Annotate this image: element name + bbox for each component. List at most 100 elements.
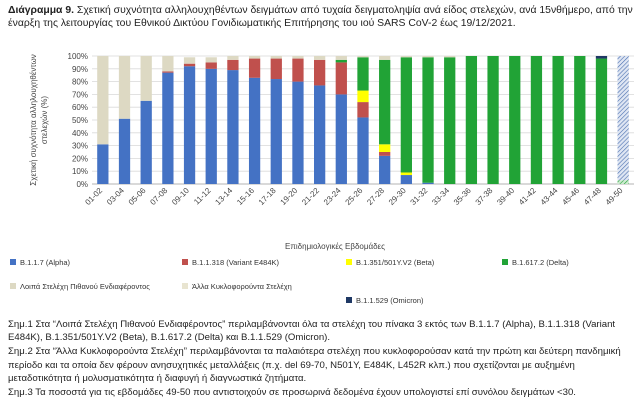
figure-number: Διάγραμμα 9. [8,5,74,16]
x-tick-label: 33-34 [430,186,451,207]
bar-segment [400,57,412,173]
legend-item: Άλλα Κυκλοφορούντα Στελέχη [182,282,292,291]
bar-segment [97,56,109,145]
legend-item: B.1.617.2 (Delta) [502,258,569,267]
x-tick-label: 03-04 [105,186,126,207]
bar-segment [552,56,564,184]
bar-segment [270,79,282,184]
bar-segment [400,175,412,184]
bar-segment [335,94,347,184]
x-tick-label: 21-22 [300,186,321,207]
figure-title: Διάγραμμα 9. Σχετική συχνότητα αλληλουχη… [8,4,636,30]
x-tick-label: 05-06 [127,186,148,207]
bar-segment [118,118,131,184]
legend-item: B.1.351/501Y.V2 (Beta) [346,258,434,267]
bar-segment [205,68,217,184]
bar-segment [270,56,282,59]
bar-segment [574,56,586,184]
legend-label: Άλλα Κυκλοφορούντα Στελέχη [192,282,292,291]
x-tick-label: 23-24 [322,186,343,207]
x-tick-label: 07-08 [148,186,169,207]
bar-segment [118,56,131,119]
legend-label: Λοιπά Στελέχη Πιθανού Ενδιαφέροντος [20,282,150,291]
legend-label: B.1.351/501Y.V2 (Beta) [356,258,435,267]
bar-segment [292,56,304,59]
x-tick-label: 49-50 [604,186,625,207]
bar-segment [595,56,608,59]
legend-item: B.1.1.318 (Variant E484K) [182,258,279,267]
bar-segment [314,59,326,86]
bar-segment [140,56,152,101]
x-tick-label: 17-18 [257,186,278,207]
y-tick-label: 50% [72,116,88,125]
bar-segment [595,58,608,185]
footnotes: Σημ.1 Στα “Λοιπά Στελέχη Πιθανού Ενδιαφέ… [8,318,638,400]
footnote-2: Σημ.2 Στα “Άλλα Κυκλοφορούντα Στελέχη” π… [8,346,621,385]
bar-segment [400,172,412,176]
bar-segment [357,102,369,118]
legend-item: B.1.1.7 (Alpha) [10,258,70,267]
y-tick-label: 90% [72,65,88,74]
legend-label: B.1.1.7 (Alpha) [20,258,71,267]
bar-segment [227,70,239,184]
y-tick-label: 40% [72,129,88,138]
bar-segment [205,62,217,69]
legend-label: B.1.1.318 (Variant E484K) [192,258,279,267]
x-tick-label: 41-42 [517,186,538,207]
bar-segment [509,56,521,184]
legend-label: B.1.617.2 (Delta) [512,258,569,267]
legend-label: B.1.1.529 (Omicron) [356,296,424,305]
legend-swatch [10,283,16,290]
footnote-3: Σημ.3 Τα ποσοστά για τις εβδομάδες 49-50… [8,387,576,399]
bar-segment [357,117,369,184]
bar-segment [162,72,174,184]
bar-segment [248,56,261,59]
x-tick-label: 11-12 [192,186,213,207]
bar-segment [183,63,196,67]
x-tick-label: 39-40 [495,186,516,207]
y-tick-label: 0% [76,180,88,189]
legend-swatch [346,297,352,304]
bar-segment [335,62,347,95]
y-axis-label: Σχετική συχνότητα αλληλουχηθέντων στελεχώ… [29,54,49,185]
bar-segment [335,59,347,63]
bar-segment [227,59,239,71]
bar-segment [422,57,434,183]
bar-segment [314,56,326,60]
x-tick-label: 25-26 [344,186,365,207]
y-tick-label: 100% [68,52,88,61]
bar-segment [379,152,391,156]
y-tick-label: 60% [72,103,88,112]
y-tick-label: 30% [72,142,88,151]
bar-segment [465,56,478,184]
x-tick-label: 19-20 [279,186,300,207]
bar-segment [248,58,261,78]
y-tick-label: 10% [72,167,88,176]
legend-swatch [502,259,508,266]
y-tick-label: 70% [72,90,88,99]
bar-segment [379,144,391,152]
legend-swatch [182,283,188,290]
x-tick-label: 45-46 [560,186,581,207]
legend-swatch [10,259,16,266]
bar-segment [314,85,326,184]
bar-segment [357,57,369,91]
bars [97,56,629,185]
bar-segment [379,59,391,145]
x-tick-label: 43-44 [539,186,560,207]
x-tick-label: 15-16 [235,186,256,207]
legend-swatch [346,259,352,266]
bar-segment [292,58,304,82]
bar-segment [617,56,629,181]
bar-segment [422,56,434,58]
bar-segment [183,57,196,64]
bar-segment [162,56,174,72]
bar-segment [248,77,261,184]
x-tick-label: 13-14 [213,186,234,207]
bar-segment [357,56,369,58]
stacked-bar-chart: 0%10%20%30%40%50%60%70%80%90%100%01-02 03… [29,52,634,251]
footnote-1: Σημ.1 Στα “Λοιπά Στελέχη Πιθανού Ενδιαφέ… [8,319,616,344]
bar-segment [270,58,282,80]
x-tick-label: 35-36 [452,186,473,207]
figure-caption: Σχετική συχνότητα αλληλουχηθέντων δειγμά… [8,5,633,29]
